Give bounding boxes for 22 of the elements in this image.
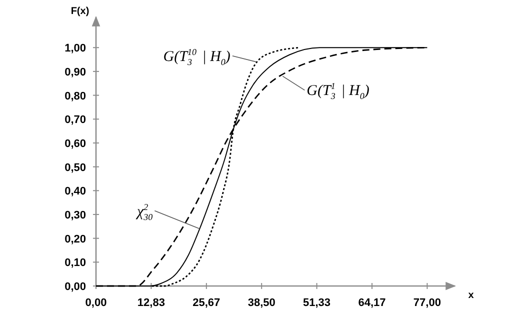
y-tick-label: 1,00 — [64, 42, 86, 55]
x-tick-label: 0,00 — [85, 297, 107, 309]
y-tick-label: 0,70 — [64, 114, 86, 126]
y-tick-label: 0,60 — [64, 138, 86, 150]
x-tick-label: 51,33 — [303, 297, 331, 309]
y-tick-label: 0,20 — [64, 233, 86, 246]
x-tick-label: 77,00 — [413, 297, 441, 309]
y-tick-label: 0,00 — [64, 281, 86, 293]
annotation: G(T$^{1}$$_{3}$ | H$_{0}$) — [306, 81, 370, 102]
y-tick-label: 0,90 — [64, 66, 86, 78]
y-tick-label: 0,80 — [64, 90, 86, 102]
x-tick-label: 38,50 — [248, 297, 276, 309]
y-axis-title: F(x) — [70, 6, 90, 17]
x-axis-title: x — [468, 290, 474, 301]
x-tick-label: 25,67 — [192, 297, 220, 309]
x-tick-label: 12,83 — [137, 297, 165, 309]
x-tick-label: 64,17 — [358, 297, 386, 309]
y-tick-label: 0,50 — [64, 162, 86, 174]
y-tick-label: 0,10 — [64, 257, 86, 270]
annotation: G(T$^{10}$$_{3}$ | H$_{0}$) — [163, 46, 230, 67]
y-tick-label: 0,30 — [64, 209, 86, 222]
y-tick-label: 0,40 — [64, 186, 86, 198]
